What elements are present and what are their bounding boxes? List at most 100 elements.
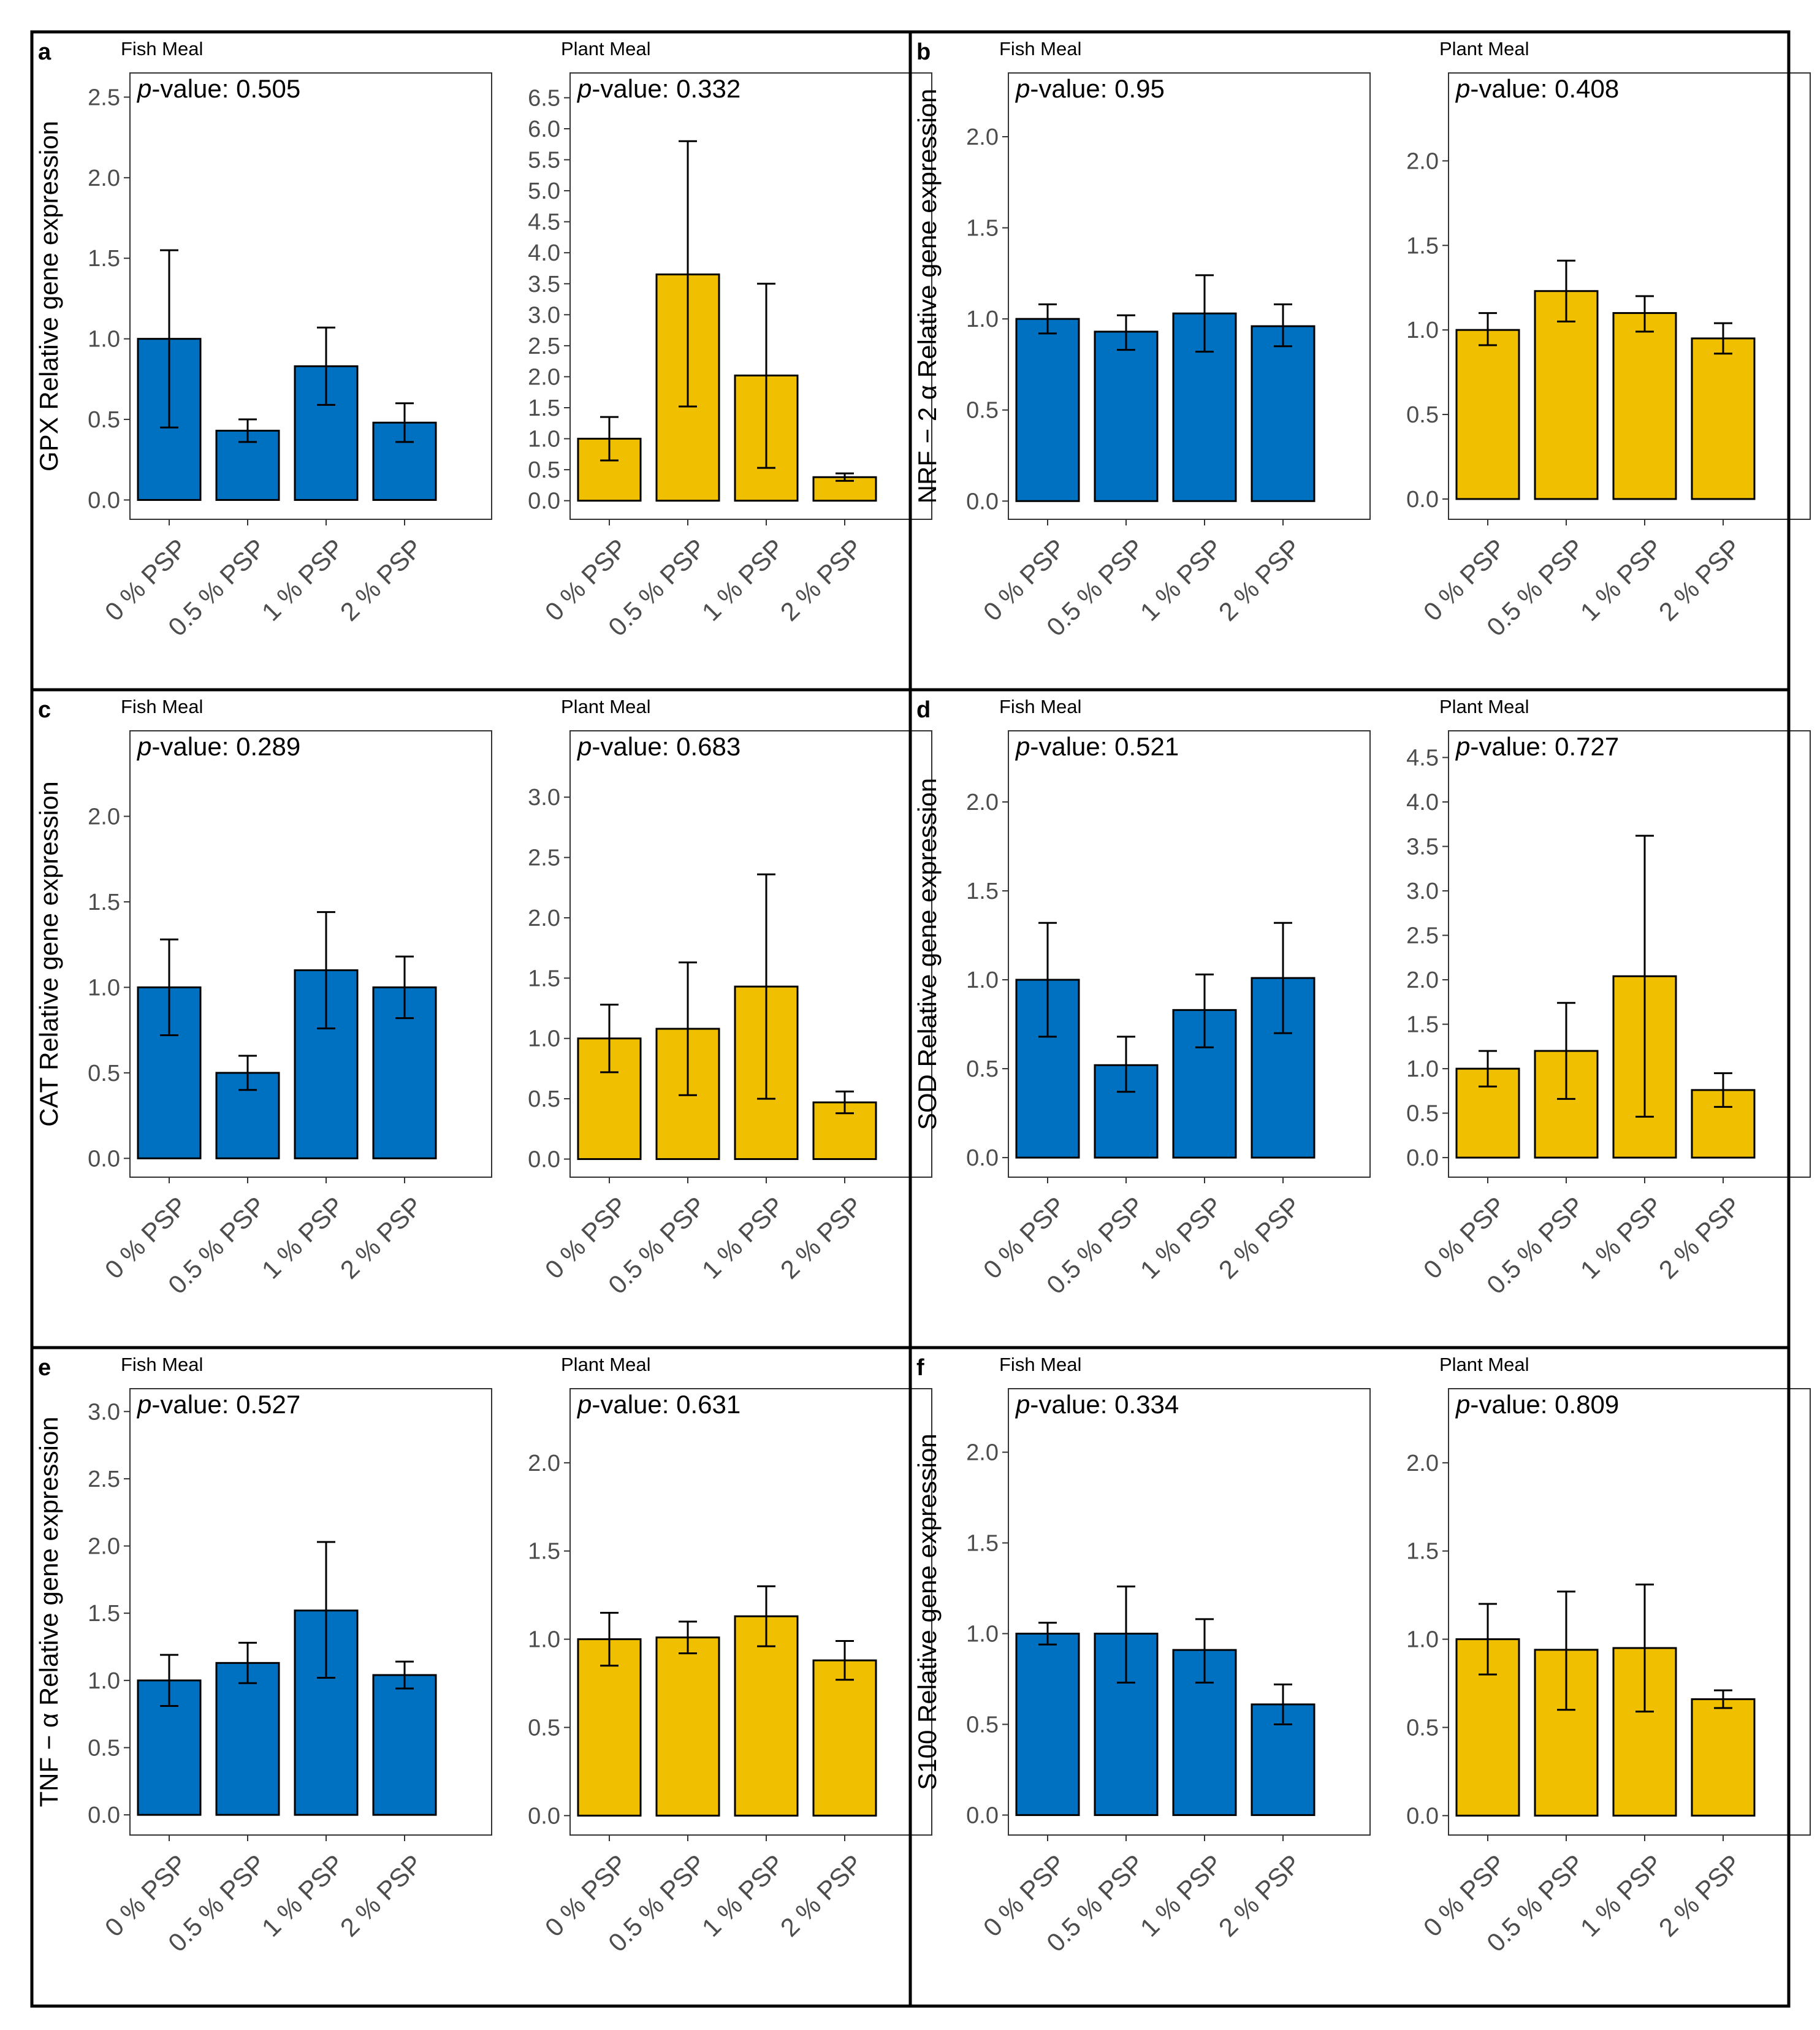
- y-tick-label: 1.5: [1406, 1539, 1439, 1565]
- y-tick-label: 3.0: [88, 1399, 120, 1425]
- bar-0-psppsp: [1015, 318, 1080, 502]
- p-symbol: p: [1015, 74, 1030, 103]
- bar-1-psppsp: [734, 1615, 799, 1817]
- y-tick-label: 1.5: [88, 890, 120, 915]
- p-value-text: -value: 0.631: [592, 1390, 741, 1419]
- bar-0-psppsp: [1455, 329, 1520, 500]
- error-bar: [757, 1585, 775, 1647]
- subplot-title: Plant Meal: [561, 1354, 650, 1375]
- error-bar: [1195, 973, 1214, 1048]
- y-axis-label: TNF − α Relative gene expression: [34, 1416, 63, 1807]
- p-symbol: p: [136, 732, 151, 761]
- y-tick-label: 1.0: [528, 427, 560, 452]
- error-bar: [395, 1660, 414, 1690]
- y-tick-label: 0.0: [528, 1147, 560, 1172]
- error-bar: [757, 873, 775, 1100]
- y-tick-label: 2.0: [88, 804, 120, 830]
- error-bar: [1195, 274, 1214, 353]
- panel-letter: a: [38, 39, 51, 65]
- subplot-title: Fish Meal: [121, 696, 203, 717]
- error-bar: [1479, 1603, 1497, 1676]
- p-symbol: p: [1015, 1390, 1030, 1419]
- error-bar: [1557, 1590, 1575, 1711]
- subplot-title: Plant Meal: [1439, 38, 1529, 59]
- y-axis-label: S100 Relative gene expression: [913, 1433, 942, 1790]
- bar-0-psppsp: [1015, 1633, 1080, 1816]
- y-tick-label: 1.5: [528, 395, 560, 421]
- p-value-label: p-value: 0.631: [576, 1390, 741, 1419]
- error-bar: [836, 1090, 854, 1115]
- error-bar: [600, 1004, 619, 1074]
- error-bar: [160, 249, 178, 429]
- y-tick-label: 2.5: [88, 1467, 120, 1492]
- y-tick-label: 1.5: [966, 879, 999, 904]
- error-bar: [836, 1639, 854, 1681]
- subplot-title: Fish Meal: [999, 696, 1081, 717]
- y-tick-label: 1.5: [528, 1539, 560, 1565]
- y-tick-label: 0.0: [528, 1803, 560, 1829]
- y-tick-label: 1.5: [966, 216, 999, 242]
- p-value-text: -value: 0.95: [1030, 74, 1164, 103]
- p-value-label: p-value: 0.683: [576, 732, 741, 761]
- p-value-label: p-value: 0.334: [1015, 1390, 1179, 1419]
- error-bar: [679, 140, 697, 408]
- y-tick-label: 6.0: [528, 116, 560, 142]
- p-symbol: p: [576, 732, 592, 761]
- panel-letter: b: [916, 39, 931, 65]
- y-tick-label: 2.5: [528, 845, 560, 871]
- bar-2-psppsp: [1251, 325, 1316, 502]
- y-tick-label: 2.5: [88, 85, 120, 110]
- error-bar: [395, 955, 414, 1020]
- bar-0-5-psppsp: [215, 1662, 280, 1816]
- subplot-title: Plant Meal: [561, 38, 650, 59]
- error-bar: [317, 1541, 335, 1679]
- p-value-text: -value: 0.289: [151, 732, 300, 761]
- error-bar: [317, 326, 335, 406]
- y-tick-label: 0.5: [88, 407, 120, 433]
- error-bar: [600, 1611, 619, 1667]
- error-bar: [600, 416, 619, 462]
- y-axis-label: CAT Relative gene expression: [34, 781, 63, 1126]
- y-tick-label: 1.5: [966, 1531, 999, 1557]
- y-tick-label: 4.5: [528, 210, 560, 235]
- p-symbol: p: [576, 1390, 592, 1419]
- y-tick-label: 2.0: [88, 1534, 120, 1560]
- y-tick-label: 1.0: [966, 307, 999, 332]
- p-value-text: -value: 0.809: [1470, 1390, 1619, 1419]
- y-tick-label: 1.0: [88, 327, 120, 353]
- p-value-label: p-value: 0.95: [1015, 74, 1165, 103]
- y-tick-label: 0.0: [1406, 487, 1439, 513]
- y-tick-label: 0.5: [966, 1712, 999, 1738]
- plot-area: [569, 72, 932, 520]
- bar-2-psppsp: [812, 476, 877, 502]
- y-tick-label: 1.0: [528, 1026, 560, 1052]
- y-tick-label: 1.5: [88, 1601, 120, 1627]
- subplot-title: Fish Meal: [121, 38, 203, 59]
- bar-0-5-psppsp: [1094, 330, 1159, 502]
- y-tick-label: 1.0: [1406, 1056, 1439, 1082]
- p-value-text: -value: 0.521: [1030, 732, 1179, 761]
- panel-letter: d: [916, 697, 931, 723]
- p-value-text: -value: 0.505: [151, 74, 300, 103]
- panel-letter: e: [38, 1355, 51, 1381]
- bar-2-psppsp: [812, 1659, 877, 1817]
- error-bar: [1635, 295, 1654, 333]
- error-bar: [317, 911, 335, 1029]
- y-tick-label: 3.5: [1406, 834, 1439, 860]
- bar-0-5-psppsp: [1534, 290, 1599, 500]
- p-symbol: p: [1455, 732, 1470, 761]
- plot-area: [1008, 72, 1371, 520]
- y-tick-label: 0.5: [528, 1086, 560, 1112]
- error-bar: [1038, 1622, 1057, 1646]
- y-tick-label: 4.5: [1406, 746, 1439, 771]
- y-tick-label: 1.0: [88, 1668, 120, 1694]
- y-tick-label: 0.5: [88, 1735, 120, 1761]
- p-symbol: p: [136, 1390, 151, 1419]
- plot-area: [1448, 730, 1811, 1178]
- error-bar: [679, 961, 697, 1096]
- plot-area: [129, 1388, 492, 1836]
- panel-letter: c: [38, 697, 51, 723]
- y-tick-label: 0.0: [966, 489, 999, 514]
- plot-area: [1008, 730, 1371, 1178]
- error-bar: [1557, 259, 1575, 322]
